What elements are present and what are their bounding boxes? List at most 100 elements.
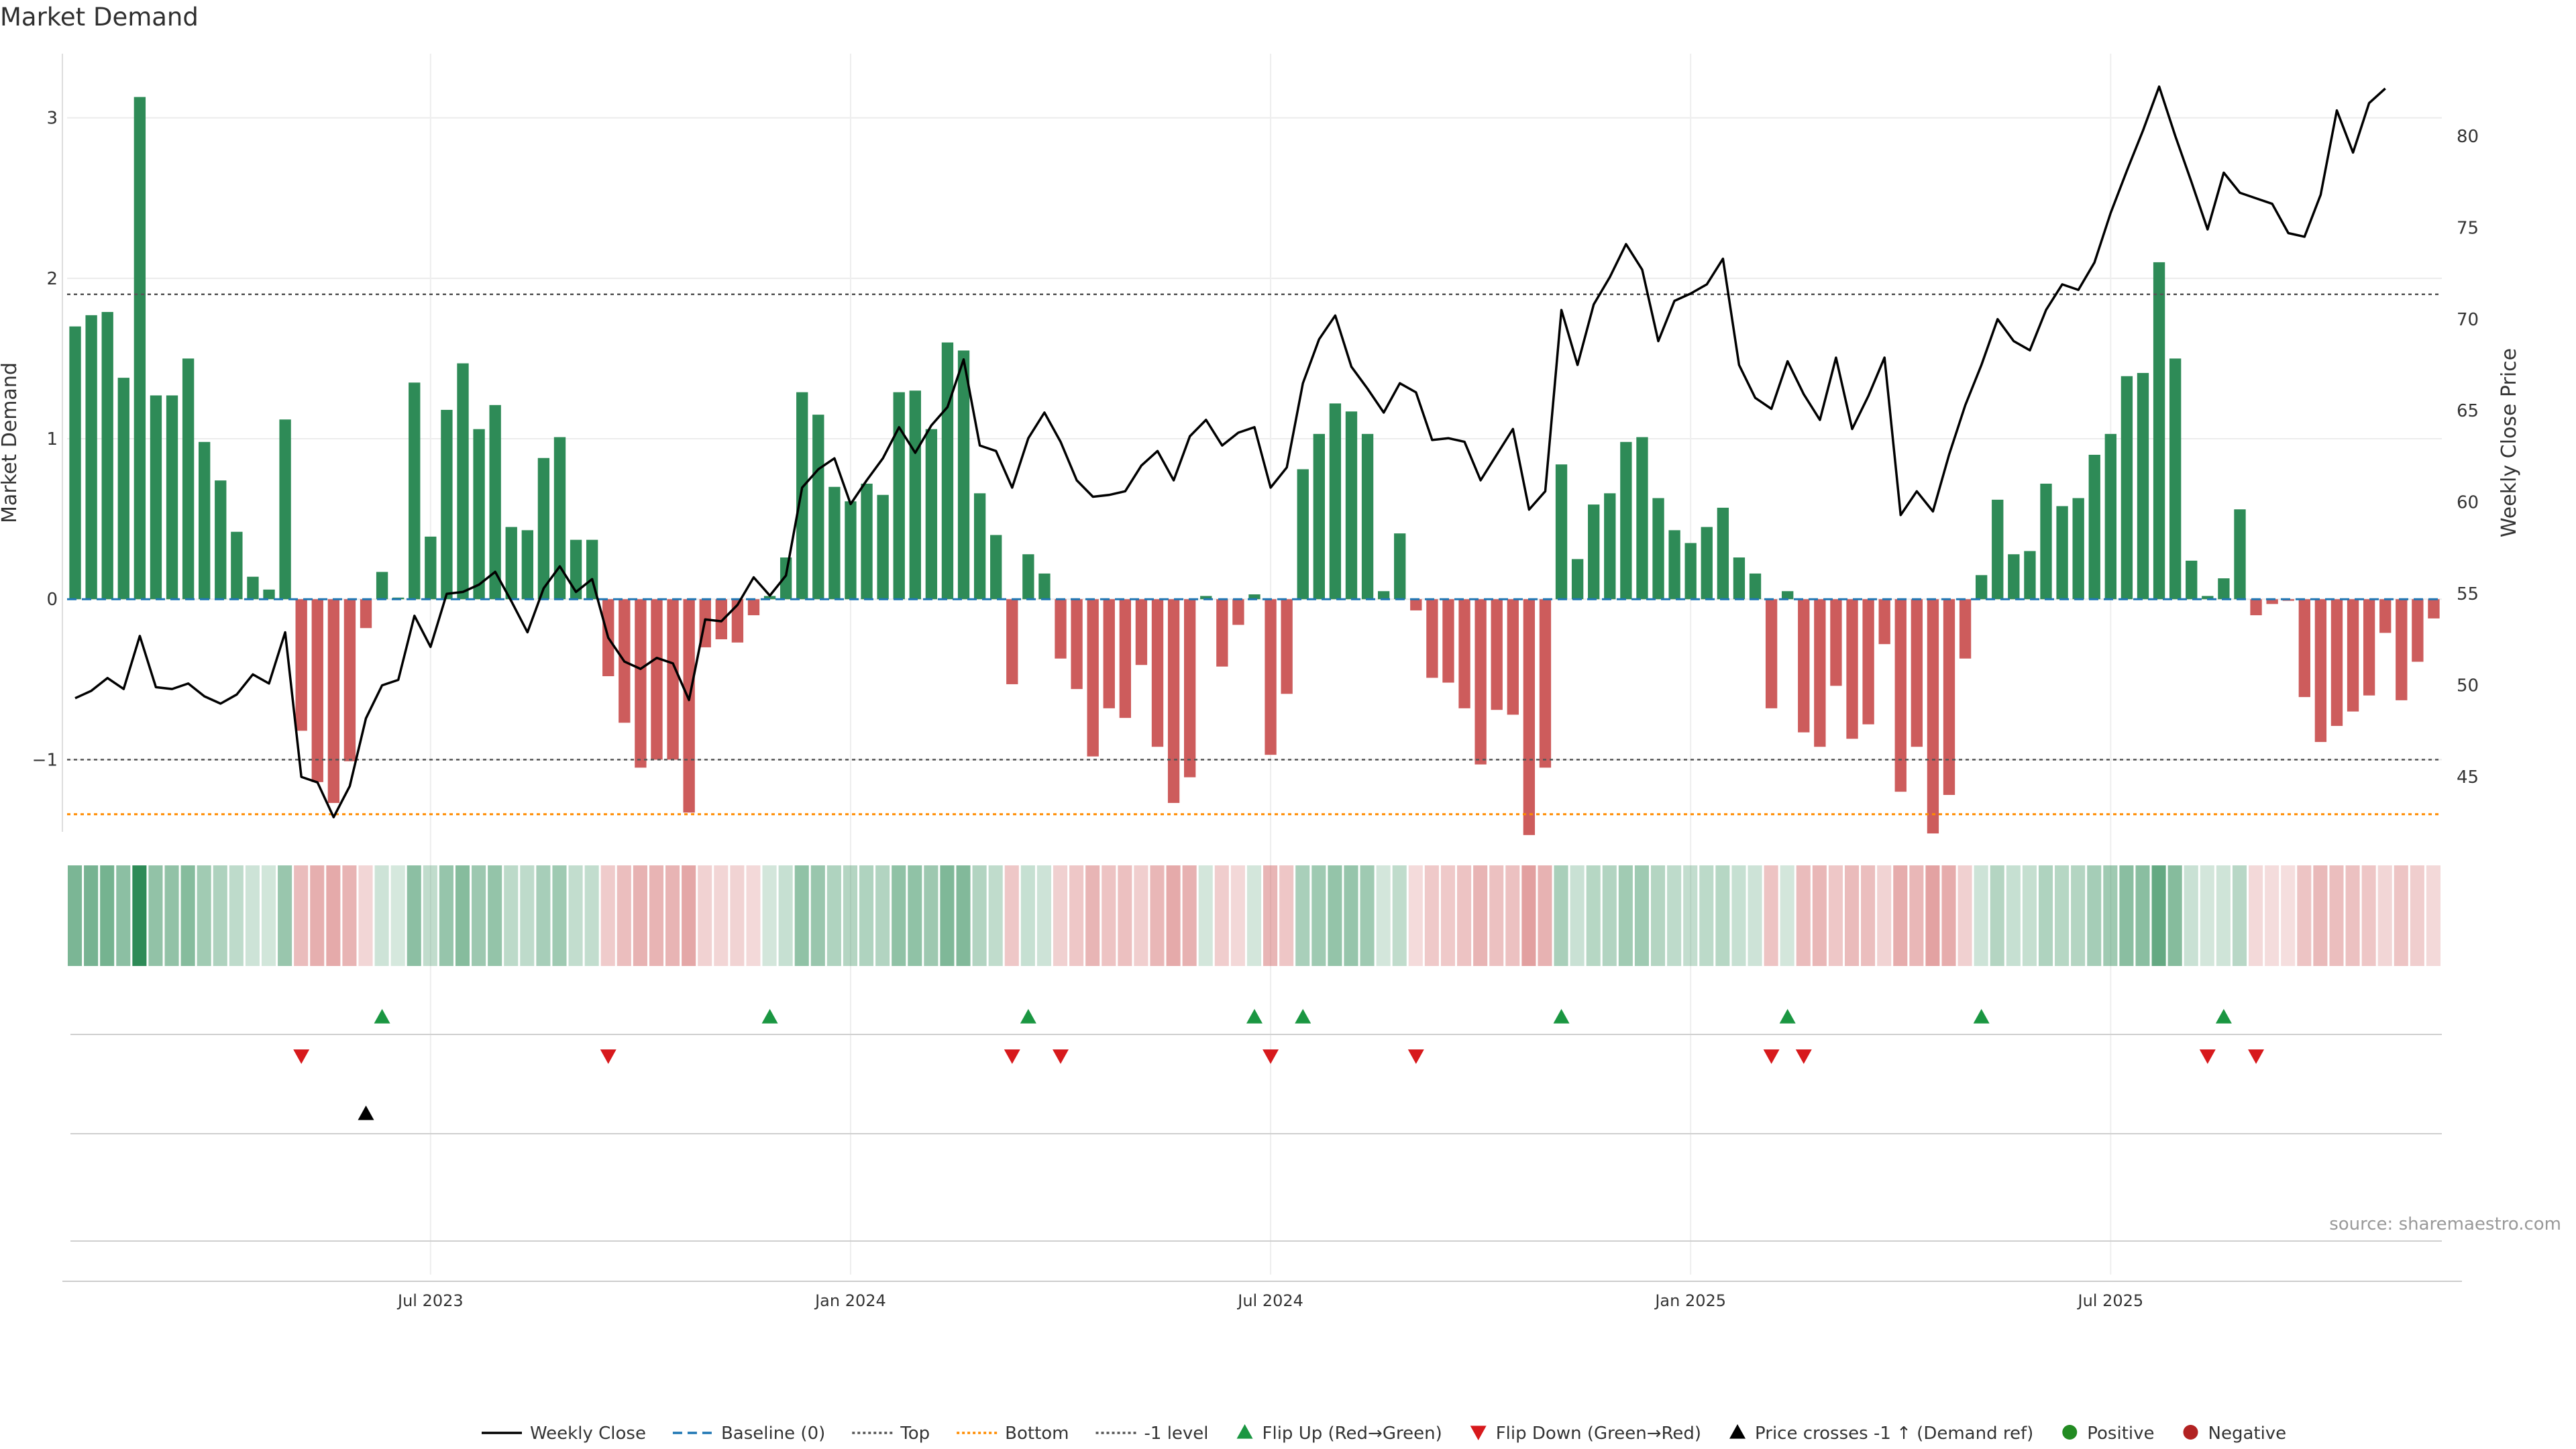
heat-cell <box>342 865 357 966</box>
demand-bar <box>1604 493 1616 600</box>
flip-down-marker <box>600 1049 616 1064</box>
demand-bar <box>1717 507 1729 600</box>
heat-cell <box>1344 865 1358 966</box>
demand-bar <box>489 405 501 600</box>
flip-up-marker <box>2215 1009 2232 1024</box>
demand-bar <box>311 599 323 782</box>
legend-label: Bottom <box>1005 1424 1069 1444</box>
heat-cell <box>1020 865 1035 966</box>
x-tick-label: Jul 2024 <box>1236 1291 1303 1310</box>
heat-cell <box>1828 865 1843 966</box>
demand-bar <box>1216 599 1228 667</box>
demand-bar <box>828 486 841 600</box>
heat-cell <box>1505 865 1520 966</box>
demand-bar <box>1733 557 1746 600</box>
demand-bar <box>376 572 388 600</box>
y-tick-label: −1 <box>32 750 58 770</box>
demand-bar <box>2314 599 2327 743</box>
heat-cell <box>1780 865 1794 966</box>
demand-bar <box>2363 599 2375 696</box>
heat-cell <box>762 865 777 966</box>
heat-cell <box>1925 865 1940 966</box>
heat-cell <box>148 865 163 966</box>
demand-bar <box>1006 599 1018 684</box>
heat-cell <box>1521 865 1536 966</box>
demand-bar <box>199 441 211 600</box>
heat-cell <box>1602 865 1617 966</box>
legend-swatch <box>1470 1426 1487 1440</box>
demand-bar <box>133 97 146 600</box>
y2-tick-label: 55 <box>2457 584 2479 604</box>
demand-bar <box>1442 599 1454 683</box>
demand-bar <box>1038 573 1051 600</box>
flip-up-marker <box>1020 1009 1036 1024</box>
flip-down-marker <box>1263 1049 1279 1064</box>
heat-cell <box>665 865 680 966</box>
chart-title: Market Demand <box>0 3 199 32</box>
demand-bar <box>2137 372 2149 600</box>
heat-cell <box>988 865 1003 966</box>
heat-cell <box>1489 865 1504 966</box>
heat-cell <box>2281 865 2296 966</box>
demand-bar <box>1846 599 1858 739</box>
heat-cell <box>1198 865 1213 966</box>
heat-cell <box>2313 865 2328 966</box>
demand-bar <box>1927 599 1939 834</box>
demand-bar <box>2186 560 2198 600</box>
heat-cell <box>2184 865 2198 966</box>
heat-cell <box>778 865 793 966</box>
heat-cell <box>197 865 211 966</box>
flip-down-marker <box>2248 1049 2265 1064</box>
heat-cell <box>1538 865 1552 966</box>
heat-cell <box>245 865 260 966</box>
demand-bar <box>1830 599 1842 686</box>
flip-down-marker <box>1795 1049 1812 1064</box>
demand-bar <box>1103 599 1115 708</box>
heat-cell <box>2345 865 2360 966</box>
demand-bar <box>215 480 227 600</box>
heat-cell <box>180 865 195 966</box>
demand-bar <box>1345 411 1358 600</box>
demand-bar <box>1992 499 2004 600</box>
heat-cell <box>472 865 486 966</box>
legend-label: -1 level <box>1144 1424 1209 1444</box>
demand-bar <box>925 429 938 600</box>
heat-cell <box>956 865 971 966</box>
heat-cell <box>2329 865 2344 966</box>
legend-swatch <box>1729 1424 1746 1439</box>
demand-bar <box>327 599 340 803</box>
demand-bar <box>667 599 679 760</box>
flip-up-marker <box>1295 1009 1311 1024</box>
demand-bar <box>2250 599 2262 616</box>
demand-bar <box>166 395 178 600</box>
demand-bar <box>1167 599 1180 803</box>
heat-cell <box>84 865 99 966</box>
flip-up-marker <box>1553 1009 1570 1024</box>
demand-bar <box>2266 599 2278 604</box>
heat-cell <box>2426 865 2440 966</box>
heat-cell <box>520 865 535 966</box>
heat-cell <box>1166 865 1181 966</box>
heat-cell <box>1473 865 1488 966</box>
demand-bar <box>651 599 663 760</box>
heat-cell <box>1764 865 1778 966</box>
legend-label: Price crosses -1 ↑ (Demand ref) <box>1755 1424 2033 1444</box>
demand-bar <box>1426 599 1438 678</box>
heat-cell <box>116 865 131 966</box>
heat-cell <box>326 865 341 966</box>
demand-bar <box>2008 554 2020 600</box>
y2-tick-label: 45 <box>2457 767 2479 788</box>
demand-bar <box>2088 454 2100 600</box>
flip-down-marker <box>2199 1049 2216 1064</box>
demand-bar <box>1523 599 1536 835</box>
heat-cell <box>164 865 179 966</box>
demand-bar <box>247 576 259 600</box>
heat-cell <box>1893 865 1908 966</box>
y2-tick-label: 80 <box>2457 127 2479 147</box>
demand-bar <box>861 483 873 600</box>
demand-bar <box>731 599 744 643</box>
heat-cell <box>616 865 631 966</box>
flip-down-marker <box>293 1049 310 1064</box>
heat-cell <box>1440 865 1456 966</box>
